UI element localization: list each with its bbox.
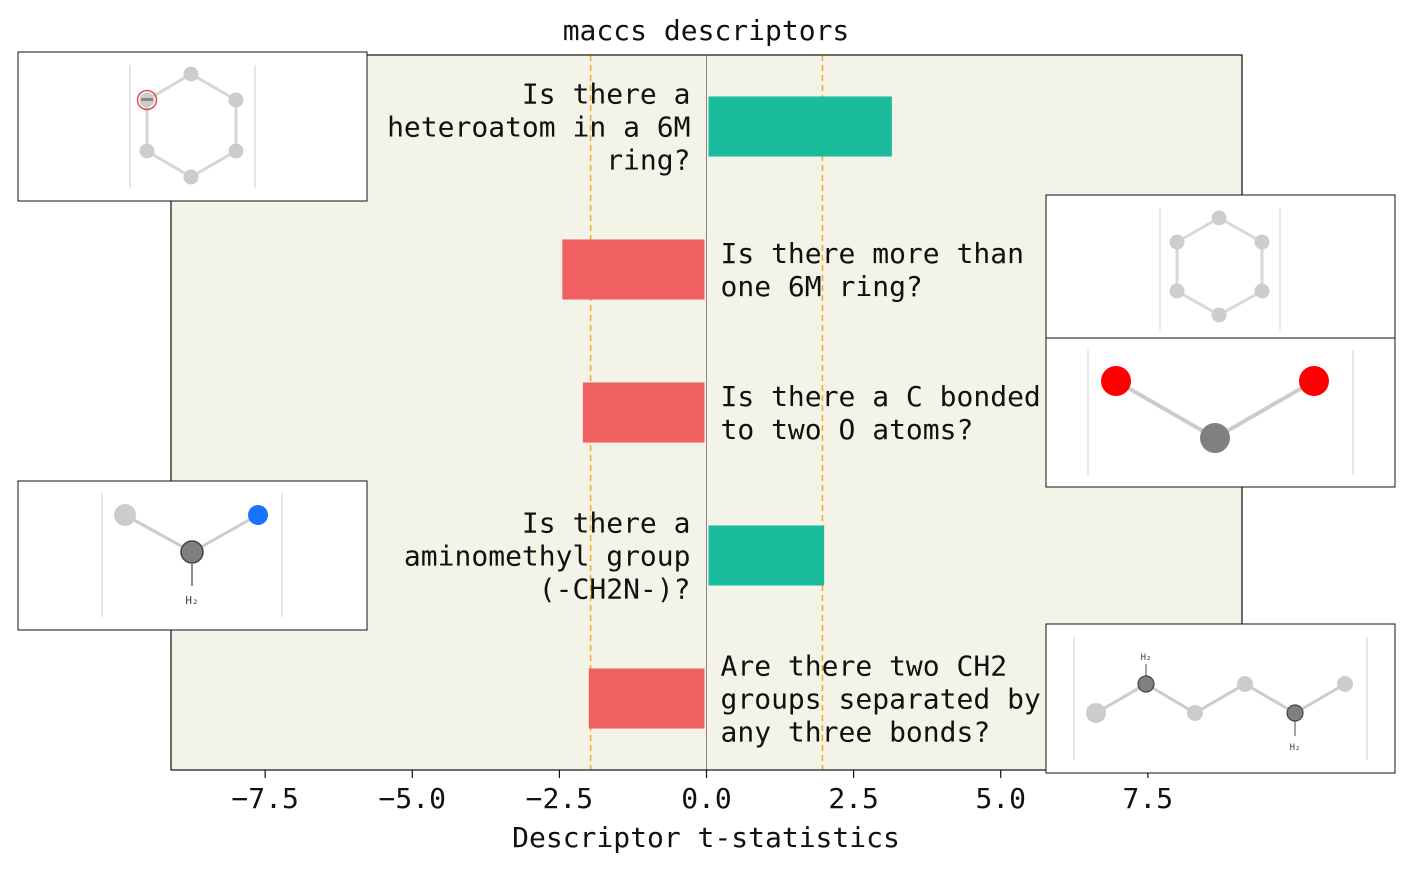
bar-1 (562, 239, 705, 300)
category-label-4-line-1: groups separated by (721, 683, 1041, 716)
category-label-1: Is there more than one 6M ring? (721, 237, 1024, 303)
ch2-h2-label-top: H₂ (1141, 653, 1152, 663)
x-tick-label-1: −5.0 (379, 782, 446, 815)
category-label-2-line-0: Is there a C bonded (721, 380, 1041, 413)
bar-3 (708, 525, 825, 586)
category-label-3-line-1: aminomethyl group (404, 540, 691, 573)
x-tick-label-4: 2.5 (828, 782, 879, 815)
x-tick-label-2: −2.5 (526, 782, 593, 815)
molecule-image-two-ch2: H₂ H₂ (1045, 623, 1396, 774)
category-label-3-line-0: Is there a (522, 507, 691, 540)
molecule-image-six-ring (1045, 194, 1396, 339)
molecule-image-aminomethyl: H₂ (17, 480, 368, 631)
aminomethyl-h2-label: H₂ (185, 594, 198, 607)
molecule-image-carbon-two-oxygen (1045, 337, 1396, 488)
chart-title: maccs descriptors (563, 14, 850, 47)
category-label-0-line-0: Is there a (522, 78, 691, 111)
category-label-0: Is there a heteroatom in a 6M ring? (387, 78, 690, 177)
x-axis: −7.5 −5.0 −2.5 0.0 2.5 5.0 7.5 (231, 770, 1173, 815)
category-label-1-line-0: Is there more than (721, 237, 1024, 270)
category-label-3: Is there a aminomethyl group (-CH2N-)? (404, 507, 691, 606)
x-tick-label-6: 7.5 (1123, 782, 1174, 815)
category-label-3-line-2: (-CH2N-)? (539, 573, 691, 606)
ch2-h2-label-bottom: H₂ (1290, 743, 1301, 753)
category-labels: Is there a heteroatom in a 6M ring?Is ther… (387, 78, 1041, 749)
category-label-2: Is there a C bonded to two O atoms? (721, 380, 1041, 446)
molecule-image-pyridine (17, 51, 368, 202)
bar-0 (708, 96, 892, 157)
x-tick-label-0: −7.5 (231, 782, 298, 815)
category-label-4-line-0: Are there two CH2 (721, 650, 1008, 683)
bar-2 (582, 382, 705, 443)
x-axis-label: Descriptor t-statistics (512, 821, 900, 854)
threshold-lines (589, 55, 824, 770)
category-label-4-line-2: any three bonds? (721, 716, 991, 749)
category-label-0-line-1: heteroatom in a 6M (387, 111, 690, 144)
category-label-1-line-1: one 6M ring? (721, 270, 923, 303)
category-label-0-line-2: ring? (606, 144, 690, 177)
bars (562, 96, 892, 729)
category-label-4: Are there two CH2 groups separated by any … (721, 650, 1041, 749)
bar-4 (588, 668, 705, 729)
category-label-2-line-1: to two O atoms? (721, 413, 974, 446)
x-tick-label-3: 0.0 (681, 782, 732, 815)
x-tick-label-5: 5.0 (975, 782, 1026, 815)
